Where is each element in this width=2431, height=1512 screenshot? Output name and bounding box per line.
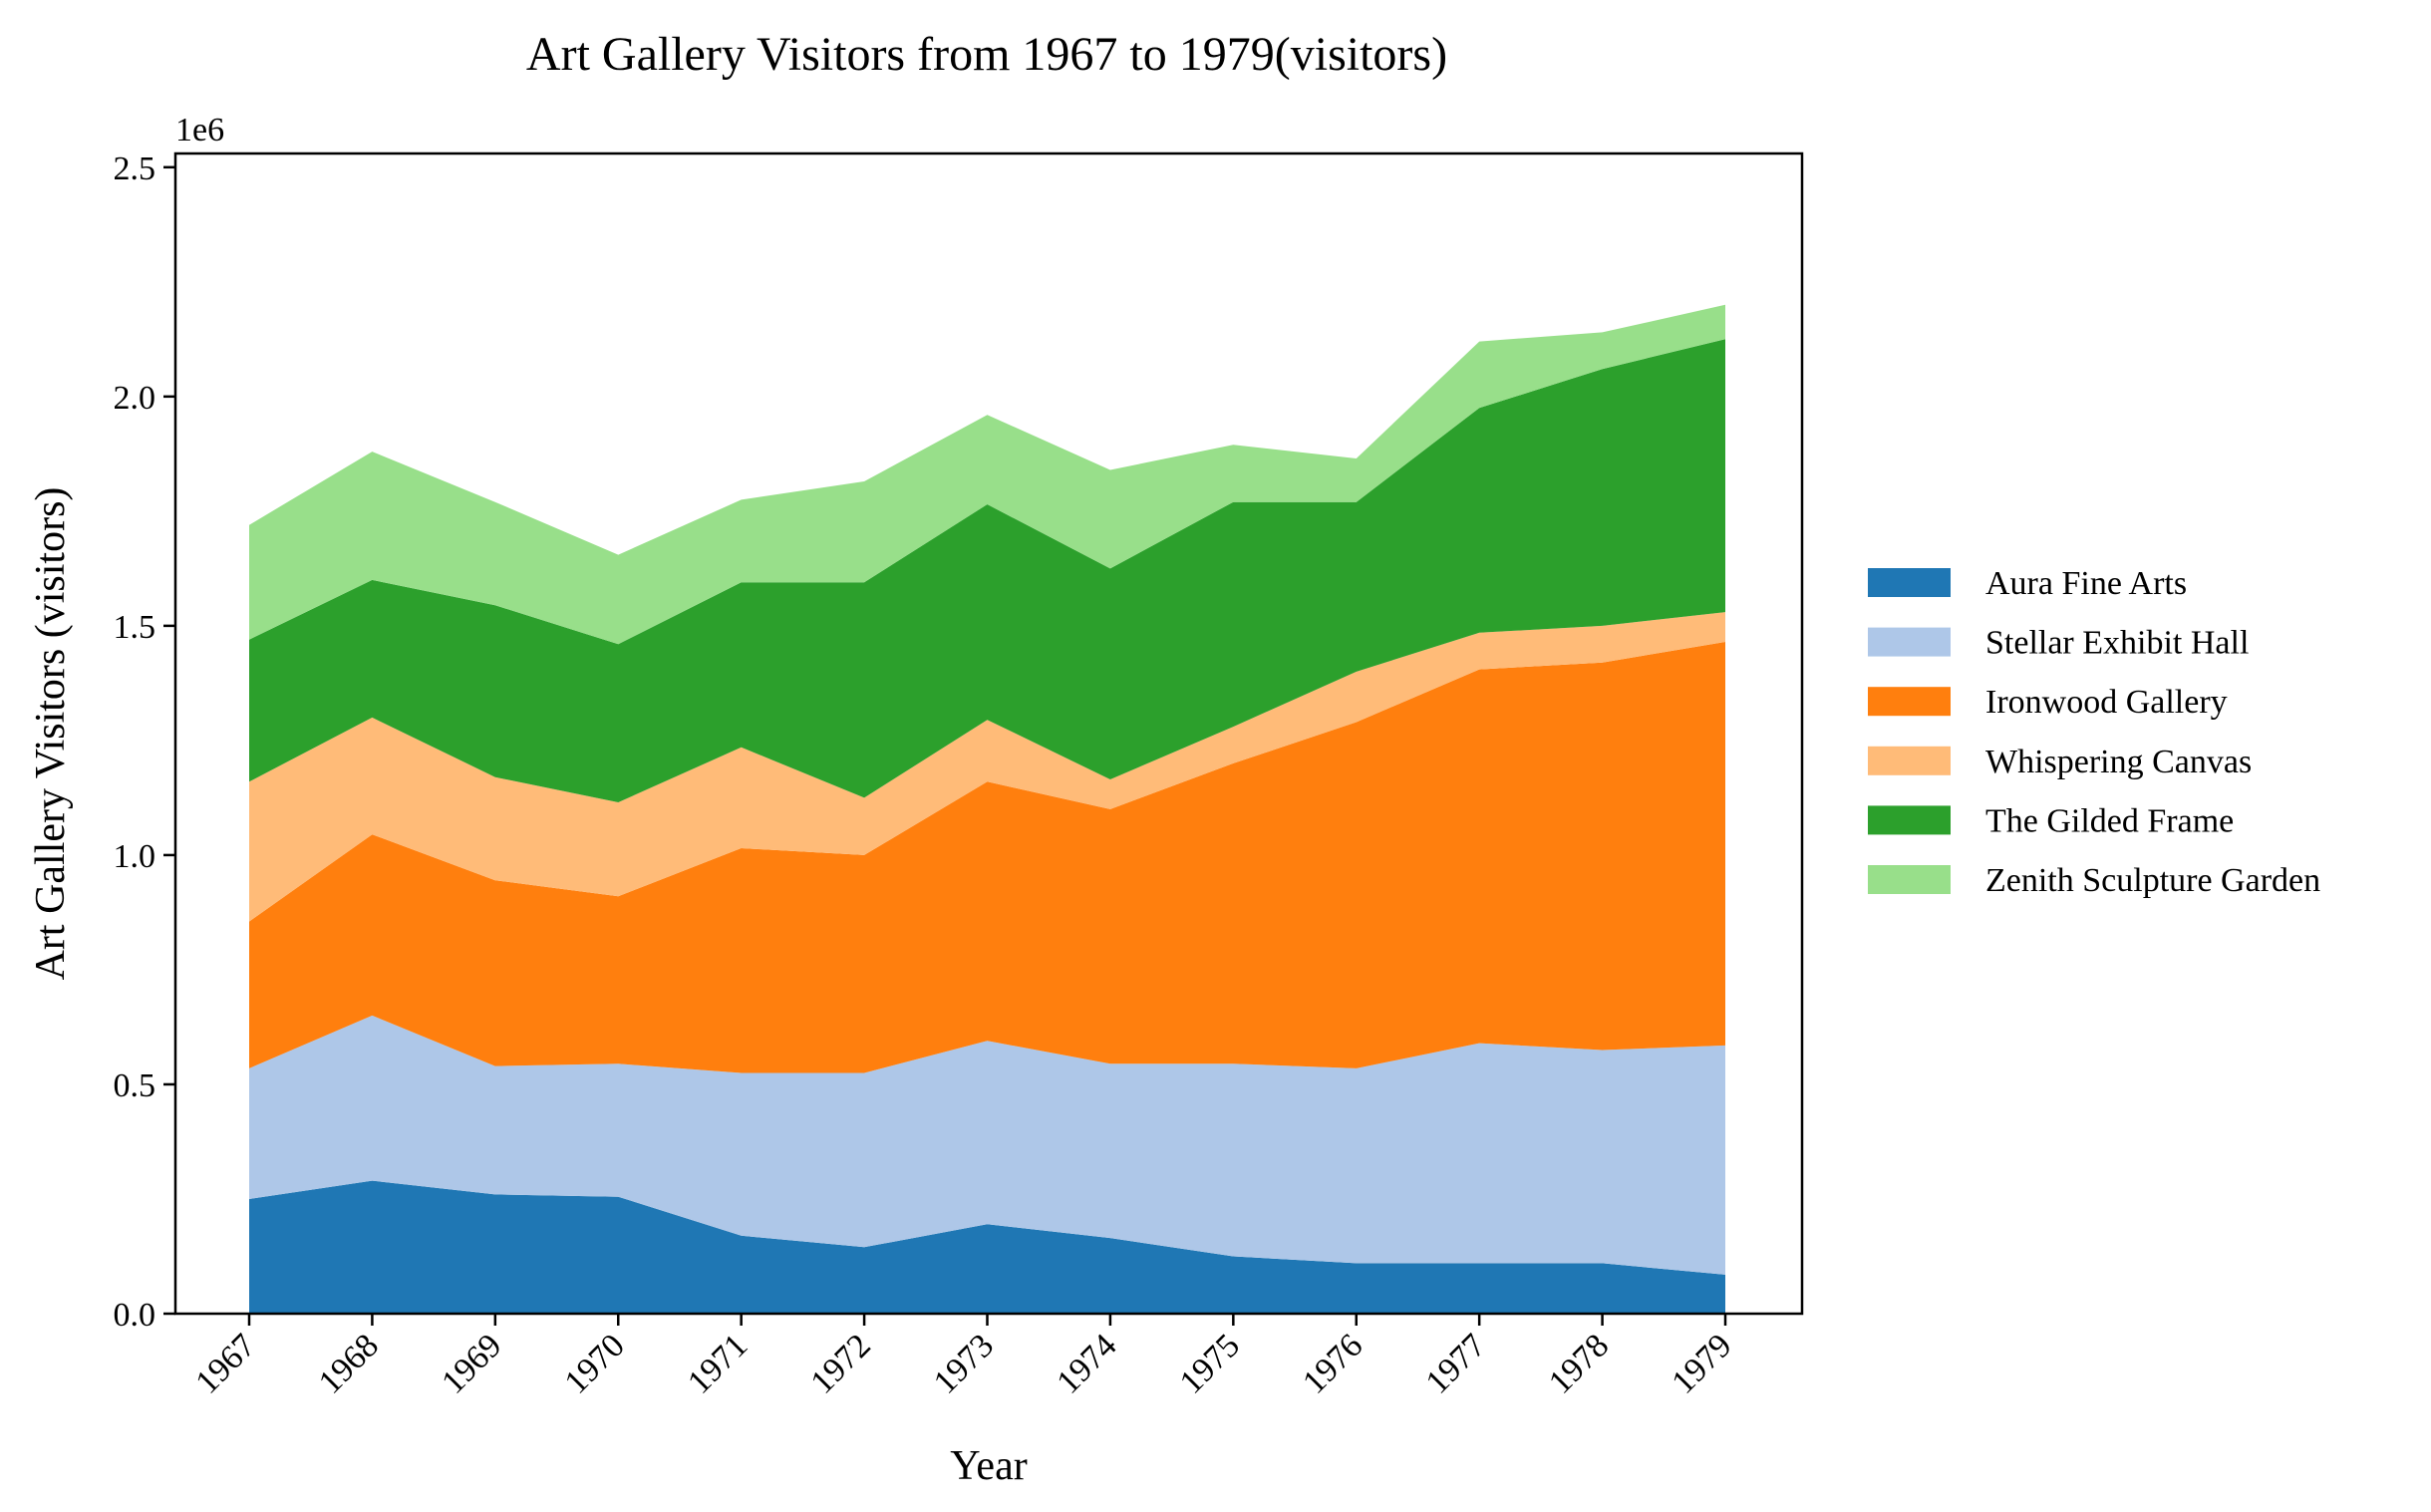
plot-frame	[173, 151, 1804, 1316]
legend-swatch	[1868, 865, 1951, 894]
y-tick-label: 2.0	[114, 380, 156, 417]
y-tick-label: 1.5	[114, 609, 156, 646]
legend-label: Whispering Canvas	[1985, 744, 2252, 780]
y-tick-label: 0.0	[114, 1297, 156, 1334]
legend-label: Zenith Sculpture Garden	[1985, 862, 2320, 899]
y-offset-label: 1e6	[175, 112, 224, 149]
legend-swatch	[1868, 805, 1951, 835]
legend-item-aura-fine-arts: Aura Fine Arts	[1868, 565, 2187, 602]
legend: Aura Fine Arts Stellar Exhibit Hall Ironwo…	[1868, 565, 2320, 899]
legend-label: Aura Fine Arts	[1985, 565, 2187, 602]
y-tick-label: 1.0	[114, 838, 156, 875]
chart-title: Art Gallery Visitors from 1967 to 1979(v…	[526, 28, 1447, 81]
legend-swatch	[1868, 746, 1951, 775]
legend-label: Ironwood Gallery	[1985, 684, 2228, 721]
legend-item-whispering-canvas: Whispering Canvas	[1868, 744, 2252, 780]
legend-swatch	[1868, 627, 1951, 657]
legend-item-the-gilded-frame: The Gilded Frame	[1868, 802, 2234, 839]
area-whispering-canvas	[249, 612, 1725, 922]
legend-label: The Gilded Frame	[1985, 802, 2234, 839]
x-axis-title: Year	[950, 1443, 1027, 1489]
area-the-gilded-frame	[249, 339, 1725, 802]
area-stellar-exhibit-hall	[249, 1015, 1725, 1275]
y-axis: 0.0 0.5 1.0 1.5 2.0 2.5	[114, 151, 175, 1334]
legend-label: Stellar Exhibit Hall	[1985, 625, 2249, 662]
area-layers	[249, 304, 1725, 1314]
y-tick-label: 0.5	[114, 1067, 156, 1104]
area-zenith-sculpture-garden	[249, 304, 1725, 645]
legend-swatch	[1868, 568, 1951, 597]
legend-item-ironwood-gallery: Ironwood Gallery	[1868, 684, 2228, 721]
area-ironwood-gallery	[249, 642, 1725, 1073]
legend-item-stellar-exhibit-hall: Stellar Exhibit Hall	[1868, 625, 2249, 662]
y-axis-title: Art Gallery Visitors (visitors)	[28, 487, 74, 981]
legend-item-zenith-sculpture-garden: Zenith Sculpture Garden	[1868, 862, 2320, 899]
area-aura-fine-arts	[249, 1180, 1725, 1314]
legend-swatch	[1868, 687, 1951, 717]
y-tick-label: 2.5	[114, 151, 156, 187]
